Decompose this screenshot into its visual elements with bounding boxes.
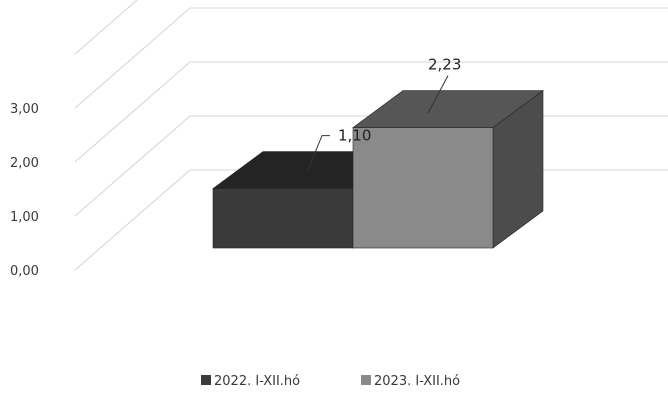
data-label: 2,23 xyxy=(428,56,461,74)
y-tick-label: 2,00 xyxy=(10,156,39,171)
gridline xyxy=(75,8,668,108)
bar xyxy=(353,91,543,248)
legend-label: 2023. I-XII.hó xyxy=(374,374,460,389)
data-label: 1,10 xyxy=(338,127,371,145)
legend-swatch xyxy=(201,375,211,385)
legend: 2022. I-XII.hó 2023. I-XII.hó xyxy=(201,374,460,389)
legend-swatch xyxy=(361,375,371,385)
bars xyxy=(213,91,543,248)
y-tick-label: 1,00 xyxy=(10,210,39,225)
y-tick-label: 3,00 xyxy=(10,102,39,117)
legend-label: 2022. I-XII.hó xyxy=(214,374,300,389)
y-axis: 0,00 1,00 2,00 3,00 xyxy=(10,102,39,279)
bar-front xyxy=(353,128,493,248)
bar-front xyxy=(213,189,353,248)
y-tick-label: 0,00 xyxy=(10,264,39,279)
